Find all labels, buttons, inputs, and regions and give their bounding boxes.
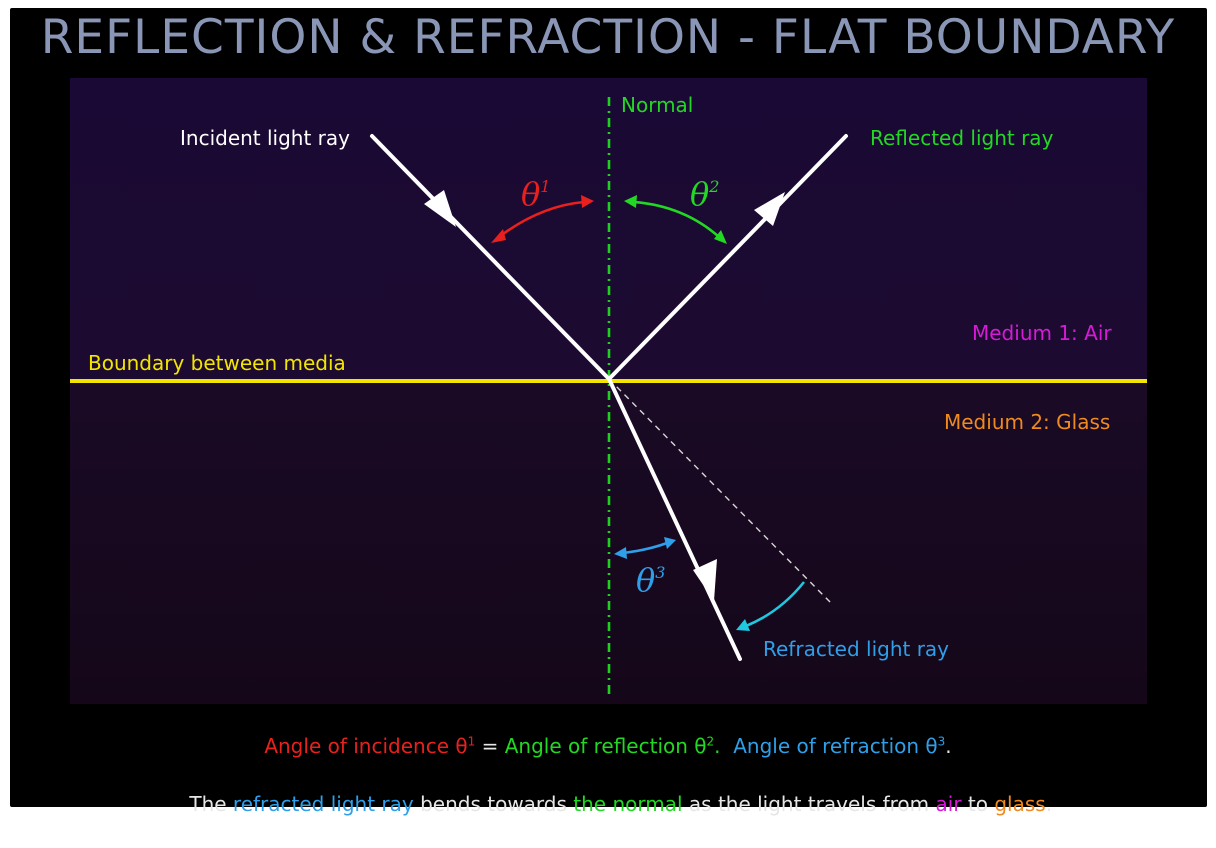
incidence-arc-arrow-left [491, 229, 506, 243]
reflected-ray-label: Reflected light ray [870, 126, 1054, 150]
caption-end: . [945, 734, 952, 758]
ray-extension-dashed [608, 378, 833, 605]
refraction-diagram: θ1 θ2 θ3 Normal Incident light ray Refle… [70, 78, 1147, 704]
refracted-ray [607, 377, 742, 661]
incident-ray-label: Incident light ray [180, 126, 350, 150]
caption: Angle of incidence θ1 = Angle of reflect… [0, 732, 1216, 848]
reflection-arc-arrow-right [714, 230, 727, 244]
caption-refraction: Angle of refraction θ3 [733, 734, 946, 758]
caption-normal: the normal [573, 792, 683, 816]
reflection-angle-arc [633, 200, 720, 238]
page-title: REFLECTION & REFRACTION - FLAT BOUNDARY [40, 10, 1176, 65]
caption-reflection: Angle of reflection θ2 [504, 734, 715, 758]
caption-line-2: The refracted light ray bends towards th… [189, 792, 1053, 816]
refraction-arc-arrow-left [614, 547, 627, 559]
caption-equals: = [475, 734, 505, 758]
boundary-label: Boundary between media [88, 351, 346, 375]
theta3-label: θ3 [636, 561, 665, 599]
caption-incidence: Angle of incidence θ1 [264, 734, 476, 758]
incident-ray [370, 134, 611, 381]
refraction-arc-arrow-right [664, 537, 676, 549]
theta2-label: θ2 [690, 175, 719, 213]
refracted-arrowhead [693, 559, 717, 601]
reflected-ray [607, 134, 848, 381]
normal-label: Normal [621, 93, 693, 117]
reflection-arc-arrow-left [624, 195, 637, 208]
incidence-arc-arrow-right [581, 195, 594, 208]
medium1-label: Medium 1: Air [972, 321, 1112, 345]
refracted-ray-label: Refracted light ray [763, 637, 949, 661]
theta1-label: θ1 [521, 175, 550, 213]
incident-arrowhead [424, 190, 456, 227]
caption-glass: glass [994, 792, 1046, 816]
refraction-angle-arc [622, 541, 668, 555]
caption-sep: . [714, 734, 734, 758]
caption-refracted: refracted light ray [232, 792, 414, 816]
deviation-arc [745, 581, 806, 628]
medium2-label: Medium 2: Glass [944, 410, 1110, 434]
caption-air: air [935, 792, 962, 816]
deviation-arc-arrow [736, 619, 750, 631]
caption-line-1: Angle of incidence θ1 = Angle of reflect… [0, 732, 1216, 761]
incidence-angle-arc [498, 200, 585, 239]
reflected-arrowhead [754, 192, 785, 226]
